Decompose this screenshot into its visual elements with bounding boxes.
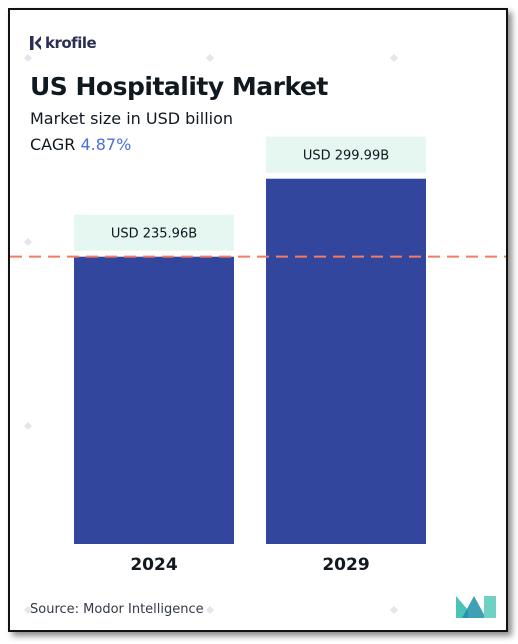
bar-value-label-box xyxy=(266,136,426,173)
cagr-value: 4.87% xyxy=(80,135,132,154)
cagr-label: CAGR xyxy=(30,135,76,154)
chart-title: US Hospitality Market xyxy=(30,72,328,101)
background-dot xyxy=(24,54,32,62)
background-dot xyxy=(24,238,32,246)
chart-subtitle: Market size in USD billion xyxy=(30,109,234,128)
bar-value-label: USD 235.96B xyxy=(111,227,197,242)
bar-2024 xyxy=(74,256,234,544)
mordor-intelligence-logo-icon xyxy=(456,596,496,618)
brand-logo: krofile xyxy=(30,34,97,52)
bar-chart: USD 235.96B 2024 USD 299.99B 2029 xyxy=(10,136,506,575)
category-label: 2029 xyxy=(322,555,369,575)
background-dot xyxy=(24,606,32,614)
bar-value-label-box xyxy=(74,214,234,251)
category-label: 2024 xyxy=(130,555,177,575)
chart-card: krofile US Hospitality Market Market siz… xyxy=(8,8,508,632)
cagr-line: CAGR 4.87% xyxy=(30,135,131,154)
brand-name: krofile xyxy=(45,34,97,52)
background-dot xyxy=(24,422,32,430)
source-note: Source: Modor Intelligence xyxy=(30,602,204,617)
krofile-logo-icon xyxy=(30,36,41,50)
bar-2029 xyxy=(266,178,426,544)
background-dot xyxy=(206,606,214,614)
background-dot xyxy=(390,54,398,62)
background-dot xyxy=(206,54,214,62)
bar-value-label: USD 299.99B xyxy=(303,149,389,164)
background-dot xyxy=(390,606,398,614)
